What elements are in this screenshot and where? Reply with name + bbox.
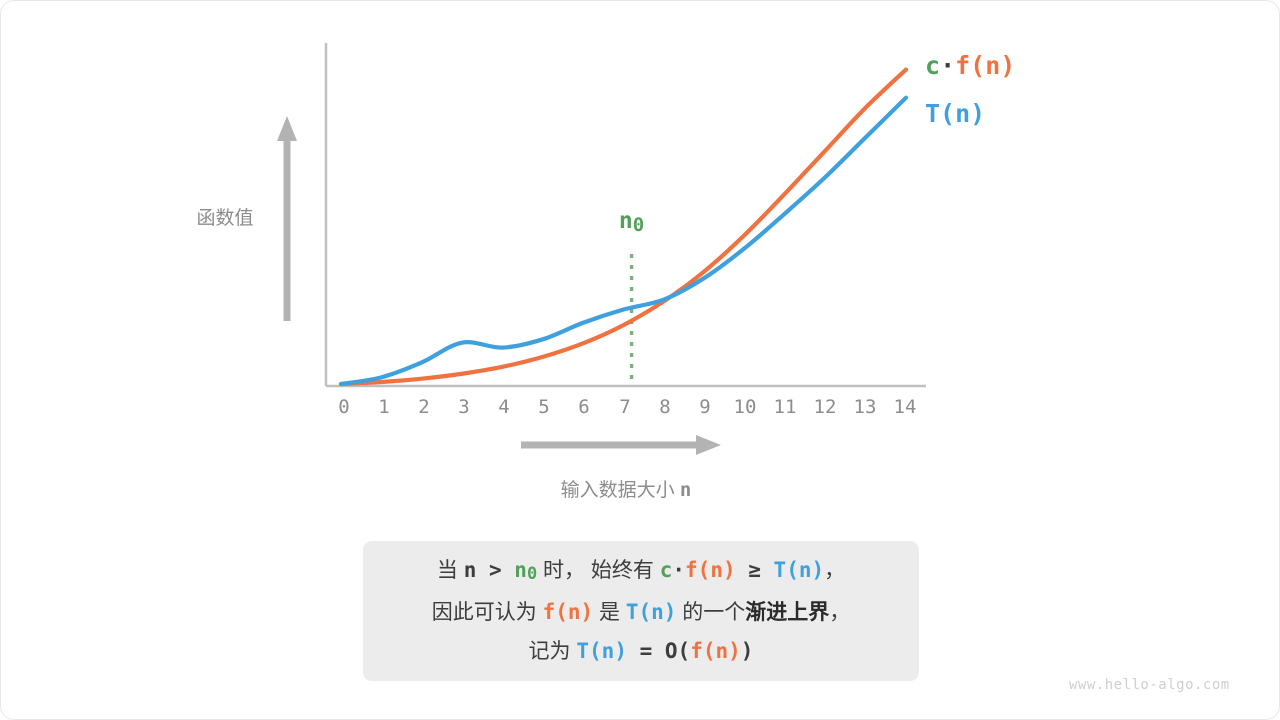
x-axis-label-text: 输入数据大小 (560, 480, 675, 501)
caption-l3-tn: T(n) (576, 639, 627, 663)
caption-l2-tn: T(n) (625, 600, 677, 624)
curve-tn (338, 95, 909, 387)
caption-l3-close: ) (740, 639, 754, 663)
y-axis-label: 函数值 (196, 208, 254, 229)
x-tick-10: 10 (733, 396, 757, 418)
x-tick-1: 1 (378, 396, 390, 418)
legend-tn-expr: T(n) (925, 99, 986, 128)
caption-l2-t1: 因此可认为 (431, 601, 543, 624)
caption-l2-t2: 是 (593, 601, 626, 624)
caption-l2-t4: ， (829, 601, 851, 624)
caption-line-1: 当 n > n0 时， 始终有 c·f(n) ≥ T(n)， (437, 551, 845, 593)
caption-l3-bigo: O( (664, 639, 691, 663)
caption-line-3: 记为 T(n) = O(f(n)) (529, 632, 754, 671)
n0-subscript: 0 (632, 214, 645, 236)
x-tick-0: 0 (338, 396, 350, 418)
legend-item-cfn: c·f(n) (925, 53, 1015, 78)
caption-l2-bold: 渐进上界 (745, 601, 830, 624)
caption-l3-eq: = (626, 639, 665, 663)
watermark: www.hello-algo.com (1069, 677, 1230, 693)
n0-annotation-label: n0 (600, 210, 664, 235)
legend-item-tn: T(n) (925, 101, 985, 126)
legend-cfn-coef: c (925, 51, 941, 80)
caption-l3-t1: 记为 (528, 640, 577, 663)
x-axis-label: 输入数据大小 n (471, 475, 781, 502)
caption-l1-t2: 时， 始终有 (537, 559, 660, 582)
x-tick-8: 8 (659, 396, 671, 418)
caption-l2-t3: 的一个 (676, 601, 746, 624)
caption-l3-fn: f(n) (690, 639, 741, 663)
x-tick-3: 3 (458, 396, 470, 418)
x-tick-7: 7 (619, 396, 631, 418)
n0-base: n (618, 208, 633, 234)
y-direction-arrow (277, 116, 297, 321)
caption-l1-ge: ≥ (735, 558, 774, 582)
x-tick-9: 9 (699, 396, 711, 418)
caption-box: 当 n > n0 时， 始终有 c·f(n) ≥ T(n)， 因此可认为 f(n… (363, 541, 919, 681)
caption-l1-fn: f(n) (685, 558, 736, 582)
curve-cfn (338, 67, 909, 387)
x-tick-5: 5 (538, 396, 550, 418)
x-tick-12: 12 (813, 396, 837, 418)
legend-cfn-expr: f(n) (955, 51, 1016, 80)
caption-l1-n0-base: n (514, 558, 527, 582)
caption-l2-fn: f(n) (542, 600, 594, 624)
caption-l1-n0-sub: 0 (526, 564, 538, 584)
x-tick-11: 11 (773, 396, 797, 418)
x-tick-4: 4 (498, 396, 510, 418)
caption-l1-t3: ， (824, 559, 846, 582)
caption-l1-c: c (659, 558, 673, 582)
caption-l1-m1: n > (463, 558, 515, 582)
x-axis-label-var: n (679, 479, 692, 501)
plot-axes (324, 43, 926, 388)
caption-l1-dot: · (672, 558, 686, 582)
x-tick-14: 14 (893, 396, 917, 418)
caption-line-2: 因此可认为 f(n) 是 T(n) 的一个渐进上界， (432, 593, 851, 632)
x-tick-6: 6 (578, 396, 590, 418)
legend-cfn-dot: · (940, 51, 956, 80)
caption-l1-tn: T(n) (773, 558, 825, 582)
x-tick-2: 2 (418, 396, 430, 418)
x-tick-13: 13 (853, 396, 877, 418)
x-direction-arrow (521, 435, 721, 455)
caption-l1-t1: 当 (436, 559, 464, 582)
